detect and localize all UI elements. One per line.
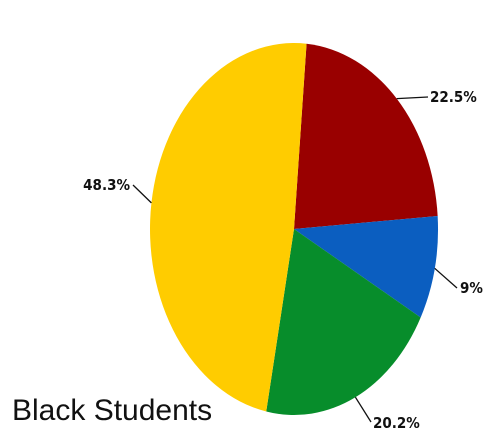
pie-slices [150,43,439,416]
slice-label: 9% [460,279,483,297]
chart-title: Black Students [12,394,212,427]
leader-line [132,184,152,204]
slice-label: 22.5% [430,88,477,106]
leader-line [354,396,372,423]
pie-slice [294,43,438,230]
slice-label: 20.2% [373,414,420,432]
pie-slice [150,43,307,412]
slice-label: 48.3% [83,176,130,194]
pie-slice [294,216,439,318]
leader-line [434,267,458,289]
leader-line [396,96,429,100]
pie-slice [266,229,421,416]
pie-labels: 22.5% 9% 20.2% 48.3% [83,88,483,432]
